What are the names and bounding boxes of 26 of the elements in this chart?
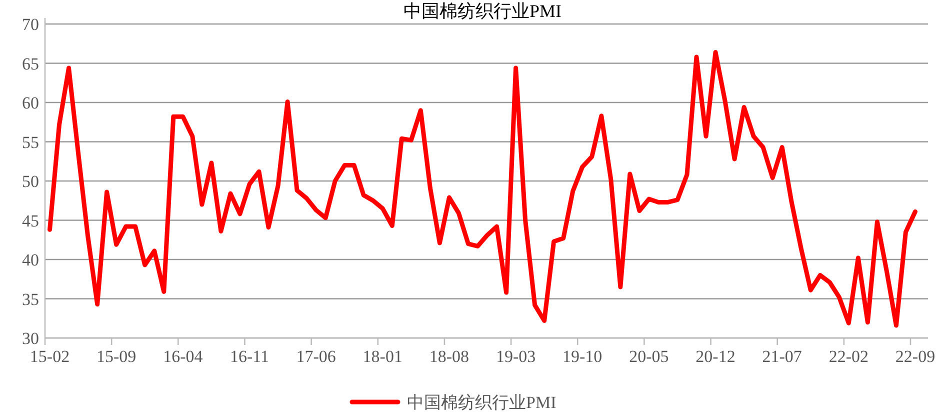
x-tick-label: 20-12 bbox=[696, 347, 736, 366]
x-tick-label: 16-04 bbox=[163, 347, 204, 366]
x-tick-label: 19-03 bbox=[496, 347, 536, 366]
y-tick-label: 45 bbox=[22, 211, 39, 230]
x-tick-label: 22-09 bbox=[895, 347, 936, 366]
legend: 中国棉纺织行业PMI bbox=[350, 393, 556, 412]
x-tick-label: 19-10 bbox=[562, 347, 602, 366]
y-tick-label: 35 bbox=[22, 290, 39, 309]
y-tick-label: 30 bbox=[22, 329, 39, 348]
y-tick-label: 55 bbox=[22, 132, 39, 152]
x-tick-label: 21-07 bbox=[762, 347, 802, 366]
x-tick-label: 17-06 bbox=[296, 347, 336, 366]
y-tick-label: 60 bbox=[22, 94, 39, 112]
chart-title: 中国棉纺织行业PMI bbox=[403, 1, 562, 21]
y-tick-label: 40 bbox=[22, 250, 39, 270]
y-tick-label: 70 bbox=[22, 15, 39, 34]
x-tick-label: 16-11 bbox=[230, 347, 269, 366]
x-tick-label: 18-01 bbox=[362, 347, 402, 366]
y-tick-label: 50 bbox=[22, 172, 39, 191]
x-tick-label: 18-08 bbox=[429, 347, 470, 366]
x-tick-label: 15-09 bbox=[96, 347, 136, 366]
y-tick-label: 65 bbox=[22, 54, 39, 74]
x-tick-label: 22-02 bbox=[828, 347, 869, 366]
x-tick-label: 20-05 bbox=[629, 347, 669, 366]
legend-label: 中国棉纺织行业PMI bbox=[407, 393, 557, 412]
x-tick-label: 15-02 bbox=[30, 347, 70, 366]
